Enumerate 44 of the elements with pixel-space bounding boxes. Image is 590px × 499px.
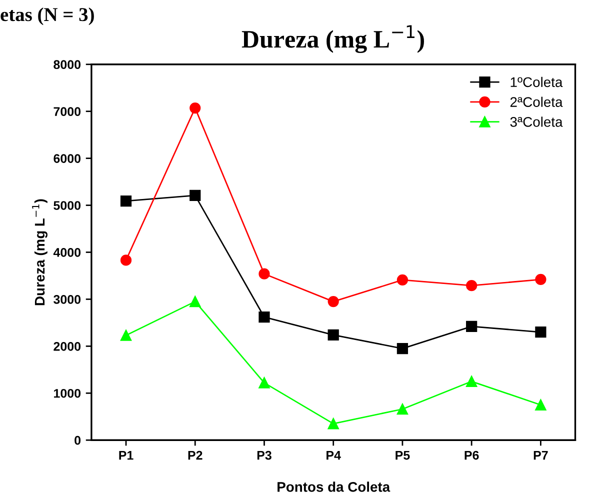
- y-tick-label: 3000: [54, 295, 81, 304]
- point: [328, 418, 339, 430]
- x-tick-label: P7: [534, 450, 548, 460]
- point: [120, 330, 132, 341]
- point: [190, 102, 201, 114]
- point: [466, 280, 478, 292]
- x-tick-label: P3: [257, 450, 272, 460]
- point: [258, 377, 270, 388]
- legend-label: 2ªColeta: [510, 96, 563, 107]
- point: [466, 376, 478, 387]
- x-tick-label: P5: [396, 450, 410, 460]
- point: [535, 326, 546, 338]
- point: [535, 274, 546, 286]
- x-tick-label: P1: [119, 450, 134, 460]
- point: [258, 268, 270, 280]
- point: [396, 274, 408, 286]
- point: [396, 404, 408, 415]
- y-tick-label: 2000: [54, 342, 81, 351]
- x-axis-title: Pontos da Coleta: [278, 482, 390, 492]
- point: [120, 254, 132, 266]
- point: [328, 296, 339, 308]
- point: [190, 190, 201, 201]
- x-tick-label: P2: [188, 450, 202, 460]
- y-tick-label: 4000: [53, 248, 81, 257]
- y-axis-title: Dureza (mg L$^{−1}$): [32, 199, 48, 306]
- point: [258, 312, 270, 323]
- point: [120, 195, 132, 207]
- y-tick-label: 5000: [54, 201, 81, 210]
- chart-title: Dureza (mg L$^{−1}$): [242, 25, 424, 54]
- x-tick-label: P4: [326, 450, 341, 460]
- x-tick-label: P6: [464, 450, 479, 460]
- point: [466, 320, 478, 332]
- legend-label: 1ºColeta: [510, 76, 563, 88]
- point: [328, 329, 339, 340]
- legend-label: 3ªColeta: [510, 116, 563, 127]
- y-tick-label: 0: [74, 436, 81, 445]
- point: [396, 342, 408, 354]
- y-tick-label: 7000: [54, 107, 81, 116]
- text: etas (N = 3): [0, 7, 94, 26]
- point: [535, 399, 546, 410]
- point: [190, 296, 201, 308]
- y-tick-label: 6000: [54, 154, 81, 163]
- y-tick-label: 1000: [54, 388, 81, 398]
- y-tick-label: 8000: [54, 60, 81, 70]
